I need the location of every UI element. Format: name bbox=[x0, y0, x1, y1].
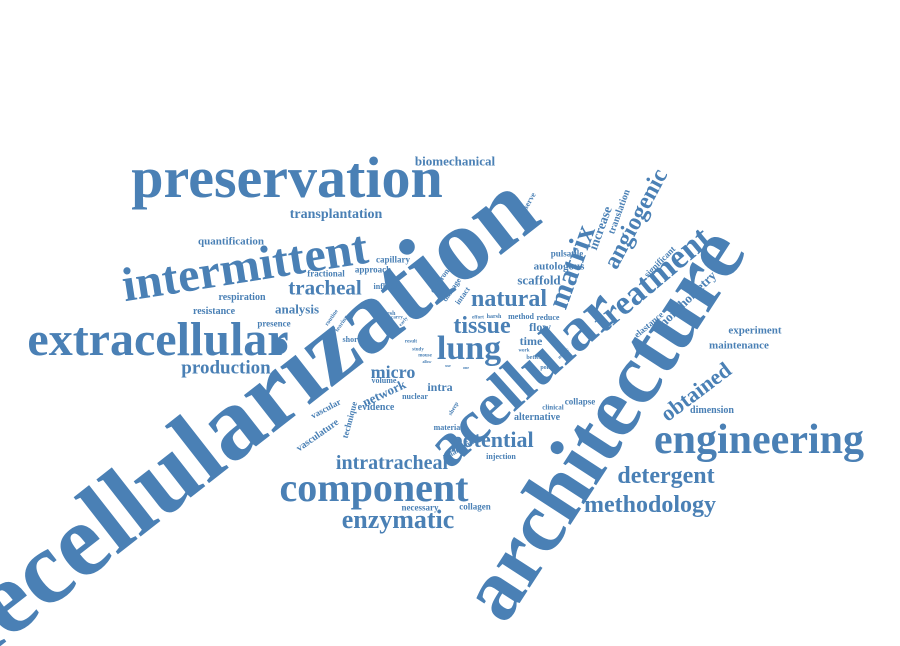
word-allow: allow bbox=[422, 359, 432, 364]
word-study: study bbox=[412, 347, 424, 353]
word-material: material bbox=[433, 423, 463, 432]
word-detergent: detergent bbox=[617, 463, 715, 489]
word-component: component bbox=[279, 465, 469, 510]
word-collagen: collagen bbox=[459, 501, 491, 512]
word-micro: micro bbox=[370, 362, 416, 382]
word-pulsatile: pulsatile bbox=[550, 248, 584, 259]
word-necessary: necessary bbox=[401, 502, 439, 513]
word-clinical: clinical bbox=[542, 403, 564, 412]
word-respiration: respiration bbox=[218, 292, 266, 303]
word-injection: injection bbox=[486, 452, 516, 461]
word-methodology: methodology bbox=[584, 492, 716, 518]
word-potential: potential bbox=[450, 427, 534, 452]
word-maintenance: maintenance bbox=[709, 339, 769, 352]
word-autologous: autologous bbox=[533, 260, 585, 273]
word-need: need bbox=[536, 354, 546, 360]
word-extracellular: extracellular bbox=[27, 313, 289, 366]
word-quantification: quantification bbox=[197, 235, 265, 248]
word-harsh: harsh bbox=[486, 314, 502, 320]
word-tracheal: tracheal bbox=[288, 275, 362, 300]
word-reduce: reduce bbox=[536, 313, 560, 322]
word-approach: approach bbox=[354, 264, 392, 275]
word-preservation: preservation bbox=[131, 145, 443, 210]
word-presence: presence bbox=[257, 318, 291, 329]
word-resistance: resistance bbox=[192, 306, 236, 317]
word-nuclear: nuclear bbox=[402, 392, 428, 401]
word-inflation: inflation bbox=[373, 282, 403, 291]
word-flow: flow bbox=[529, 320, 551, 334]
word-method: method bbox=[508, 312, 534, 321]
word-mouse: mouse bbox=[418, 353, 432, 359]
word-work: work bbox=[518, 348, 530, 354]
word-production: production bbox=[181, 357, 271, 379]
word-intratracheal: intratracheal bbox=[335, 452, 449, 474]
word-evidence: evidence bbox=[357, 402, 395, 413]
word-point: point bbox=[540, 365, 554, 371]
word-carry: carry bbox=[391, 315, 403, 321]
word-collapse: collapse bbox=[564, 396, 596, 407]
word-better: better bbox=[526, 355, 542, 361]
word-shorter: shorter bbox=[342, 335, 368, 344]
word-intra: intra bbox=[427, 380, 453, 394]
word-volume: volume bbox=[371, 376, 397, 385]
word-natural: natural bbox=[470, 286, 548, 312]
word-scaffold: scaffold bbox=[517, 272, 561, 288]
word-fractional: fractional bbox=[307, 268, 345, 279]
word-one: one bbox=[463, 365, 469, 370]
word-effort: effort bbox=[472, 315, 484, 321]
word-alternative: alternative bbox=[513, 412, 561, 423]
word-biomechanical: biomechanical bbox=[414, 153, 496, 169]
word-lung: lung bbox=[436, 330, 502, 367]
word-engineering: engineering bbox=[654, 417, 864, 463]
word-fresh: fresh bbox=[382, 311, 396, 317]
word-dimension: dimension bbox=[690, 405, 734, 416]
word-use: use bbox=[445, 363, 451, 368]
word-tissue: tissue bbox=[453, 313, 511, 339]
word-time: time bbox=[519, 334, 543, 348]
word-capillary: capillary bbox=[376, 254, 410, 265]
word-analysis: analysis bbox=[274, 301, 320, 317]
word-result: result bbox=[404, 339, 418, 345]
word-transplantation: transplantation bbox=[289, 207, 383, 222]
word-experiment: experiment bbox=[728, 324, 782, 337]
word-enzymatic: enzymatic bbox=[341, 505, 455, 534]
